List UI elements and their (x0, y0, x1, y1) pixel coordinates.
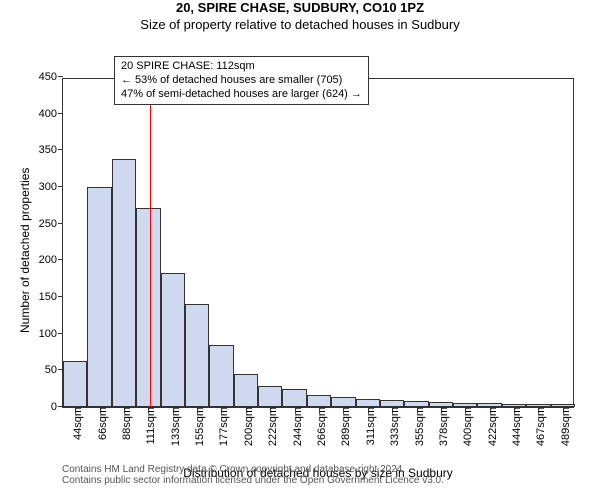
footer-line2: Contains public sector information licen… (62, 475, 444, 486)
histogram-bar (282, 389, 306, 407)
y-tick-mark (58, 113, 63, 114)
x-tick-mark (538, 407, 539, 412)
x-tick-label: 444sqm (505, 407, 523, 446)
y-tick-label: 150 (39, 291, 63, 303)
x-tick-mark (319, 407, 320, 412)
x-tick-mark (563, 407, 564, 412)
x-tick-label: 333sqm (383, 407, 401, 446)
y-tick-label: 450 (39, 71, 63, 83)
histogram-bar (356, 399, 380, 407)
annotation-line2: ← 53% of detached houses are smaller (70… (121, 74, 362, 88)
x-tick-mark (368, 407, 369, 412)
histogram-bar (185, 304, 209, 407)
histogram-bar (258, 386, 282, 407)
y-tick-label: 100 (39, 328, 63, 340)
y-tick-label: 350 (39, 144, 63, 156)
x-tick-label: 222sqm (261, 407, 279, 446)
footer: Contains HM Land Registry data © Crown c… (62, 464, 444, 486)
plot-area: 05010015020025030035040045044sqm66sqm88s… (62, 78, 574, 408)
y-tick-label: 200 (39, 254, 63, 266)
x-tick-label: 489sqm (554, 407, 572, 446)
reference-line (150, 79, 151, 407)
histogram-bar (209, 345, 233, 407)
y-tick-label: 0 (51, 401, 63, 413)
y-tick-label: 250 (39, 218, 63, 230)
y-tick-mark (58, 149, 63, 150)
x-tick-label: 422sqm (481, 407, 499, 446)
histogram-bar (136, 208, 160, 407)
x-tick-mark (392, 407, 393, 412)
y-tick-mark (58, 259, 63, 260)
x-tick-mark (465, 407, 466, 412)
x-tick-label: 400sqm (456, 407, 474, 446)
x-tick-mark (417, 407, 418, 412)
reference-annotation: 20 SPIRE CHASE: 112sqm ← 53% of detached… (114, 56, 369, 105)
y-tick-label: 400 (39, 108, 63, 120)
x-tick-label: 311sqm (359, 407, 377, 445)
x-tick-mark (124, 407, 125, 412)
x-tick-label: 289sqm (334, 407, 352, 446)
y-tick-label: 300 (39, 181, 63, 193)
x-tick-label: 111sqm (139, 407, 157, 445)
x-tick-mark (75, 407, 76, 412)
x-tick-mark (270, 407, 271, 412)
histogram-bar (161, 273, 185, 407)
y-tick-mark (58, 333, 63, 334)
x-tick-label: 355sqm (408, 407, 426, 446)
y-axis-label: Number of detached properties (18, 168, 32, 333)
chart-subtitle: Size of property relative to detached ho… (0, 17, 600, 32)
x-tick-mark (490, 407, 491, 412)
y-tick-mark (58, 76, 63, 77)
x-tick-label: 133sqm (164, 407, 182, 446)
y-tick-mark (58, 186, 63, 187)
x-tick-mark (100, 407, 101, 412)
x-tick-label: 266sqm (310, 407, 328, 446)
x-tick-mark (295, 407, 296, 412)
y-tick-mark (58, 296, 63, 297)
x-tick-label: 378sqm (432, 407, 450, 446)
x-tick-label: 155sqm (188, 407, 206, 446)
footer-line1: Contains HM Land Registry data © Crown c… (62, 464, 444, 475)
histogram-bar (331, 397, 355, 407)
x-tick-mark (197, 407, 198, 412)
annotation-line1: 20 SPIRE CHASE: 112sqm (121, 60, 362, 74)
histogram-bar (307, 395, 331, 407)
x-tick-mark (441, 407, 442, 412)
y-tick-mark (58, 223, 63, 224)
x-tick-mark (246, 407, 247, 412)
x-tick-mark (173, 407, 174, 412)
x-tick-label: 200sqm (237, 407, 255, 446)
x-tick-mark (148, 407, 149, 412)
histogram-bar (63, 361, 87, 407)
histogram-bar (112, 159, 136, 407)
x-tick-mark (343, 407, 344, 412)
x-tick-label: 177sqm (212, 407, 230, 446)
annotation-line3: 47% of semi-detached houses are larger (… (121, 88, 362, 102)
chart-title: 20, SPIRE CHASE, SUDBURY, CO10 1PZ (0, 0, 600, 15)
y-tick-label: 50 (45, 364, 63, 376)
x-tick-mark (221, 407, 222, 412)
x-tick-label: 467sqm (529, 407, 547, 446)
histogram-bar (87, 187, 111, 407)
x-tick-mark (514, 407, 515, 412)
x-tick-label: 244sqm (286, 407, 304, 446)
histogram-bar (234, 374, 258, 407)
histogram-bar (380, 400, 404, 407)
